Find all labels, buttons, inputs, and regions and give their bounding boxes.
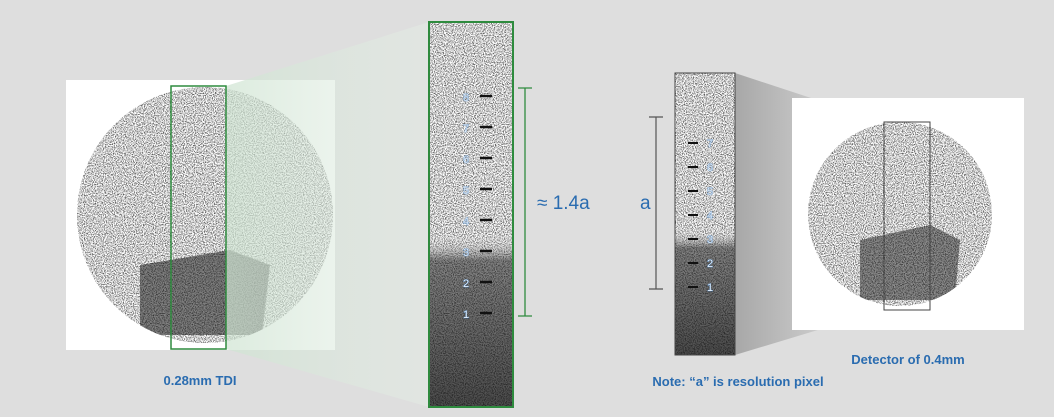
dimension-label: ≈ 1.4a — [537, 193, 590, 214]
scale-number: 4 — [707, 210, 713, 222]
scale-number: 5 — [463, 185, 469, 197]
note: Note: “a” is resolution pixel — [652, 374, 823, 389]
scale-number: 3 — [707, 234, 713, 246]
caption: 0.28mm TDI — [164, 373, 237, 388]
scale-number: 1 — [707, 282, 713, 294]
right-image — [792, 98, 1024, 330]
caption: Detector of 0.4mm — [851, 352, 964, 367]
scale-number: 7 — [463, 123, 469, 135]
scale-number: 2 — [707, 258, 713, 270]
left-zoom: 8 7 6 5 4 3 2 1 — [428, 21, 532, 408]
scale-number: 6 — [463, 154, 469, 166]
scale-number: 8 — [463, 92, 469, 104]
scale-number: 7 — [707, 138, 713, 150]
scale-number: 6 — [707, 162, 713, 174]
scale-number: 5 — [707, 186, 713, 198]
scale-number: 3 — [463, 247, 469, 259]
scale-number: 1 — [463, 309, 469, 321]
scale-number: 4 — [463, 216, 469, 228]
dimension-label: a — [640, 193, 651, 214]
scale-number: 2 — [463, 278, 469, 290]
left-image — [66, 22, 429, 407]
